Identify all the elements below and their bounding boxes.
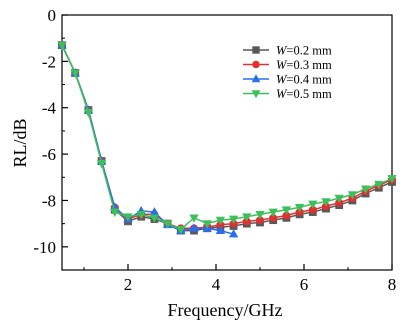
series-1 <box>58 41 396 235</box>
x-tick-label: 4 <box>212 275 221 294</box>
data-point <box>189 223 199 232</box>
legend: W=0.2 mmW=0.3 mmW=0.4 mmW=0.5 mm <box>243 44 332 101</box>
data-point <box>228 229 239 238</box>
series-4 <box>57 41 397 235</box>
data-point <box>387 175 397 184</box>
data-point <box>294 204 305 213</box>
x-tick-label: 2 <box>124 275 133 294</box>
x-axis-title: Frequency/GHz <box>168 300 283 320</box>
series-line <box>61 44 234 235</box>
y-tick-label: 0 <box>48 6 57 25</box>
x-tick-label: 8 <box>388 275 397 294</box>
legend-item: W=0.5 mm <box>243 87 332 101</box>
y-tick-label: -8 <box>42 191 56 210</box>
data-point <box>228 215 239 224</box>
data-point <box>162 220 173 229</box>
data-point <box>268 208 278 217</box>
y-tick-label: -4 <box>42 99 57 118</box>
data-point <box>334 194 344 204</box>
data-point <box>215 216 226 226</box>
data-point <box>176 226 186 235</box>
data-point <box>242 213 252 222</box>
legend-label: W=0.5 mm <box>276 87 332 101</box>
data-point <box>255 211 265 220</box>
legend-item: W=0.2 mm <box>243 44 332 58</box>
legend-marker <box>251 74 261 83</box>
legend-label: W=0.4 mm <box>276 73 332 87</box>
y-axis-title: RL/dB <box>10 118 30 167</box>
data-point <box>215 225 226 234</box>
data-point <box>57 41 67 51</box>
plot-border <box>61 14 393 271</box>
legend-marker <box>252 60 260 69</box>
data-point <box>281 206 292 215</box>
data-point <box>308 200 318 209</box>
legend-label: W=0.3 mm <box>276 58 332 72</box>
legend-label: W=0.2 mm <box>276 44 332 58</box>
data-point <box>347 191 358 200</box>
data-point <box>149 214 160 223</box>
data-point <box>321 198 331 207</box>
legend-item: W=0.4 mm <box>243 73 332 87</box>
series-layer <box>57 40 397 238</box>
series-3 <box>57 40 239 238</box>
data-point <box>83 109 94 118</box>
axes: 2 4 6 8 0 -2 -4 -6 -8 -10 <box>33 6 396 294</box>
data-point <box>123 213 133 222</box>
data-point <box>202 220 212 229</box>
data-point <box>110 208 120 217</box>
y-tick-label: -2 <box>42 52 56 71</box>
y-tick-label: -10 <box>33 238 56 257</box>
legend-marker <box>251 90 261 99</box>
legend-marker <box>252 46 260 54</box>
legend-item: W=0.3 mm <box>243 58 332 72</box>
data-point <box>136 211 146 220</box>
x-tick-label: 6 <box>300 275 309 294</box>
data-point <box>70 69 80 78</box>
data-point <box>189 214 199 223</box>
data-point <box>360 185 371 194</box>
y-tick-label: -6 <box>42 145 56 164</box>
plot-area <box>61 14 393 271</box>
data-point <box>96 160 107 169</box>
data-point <box>374 180 384 190</box>
